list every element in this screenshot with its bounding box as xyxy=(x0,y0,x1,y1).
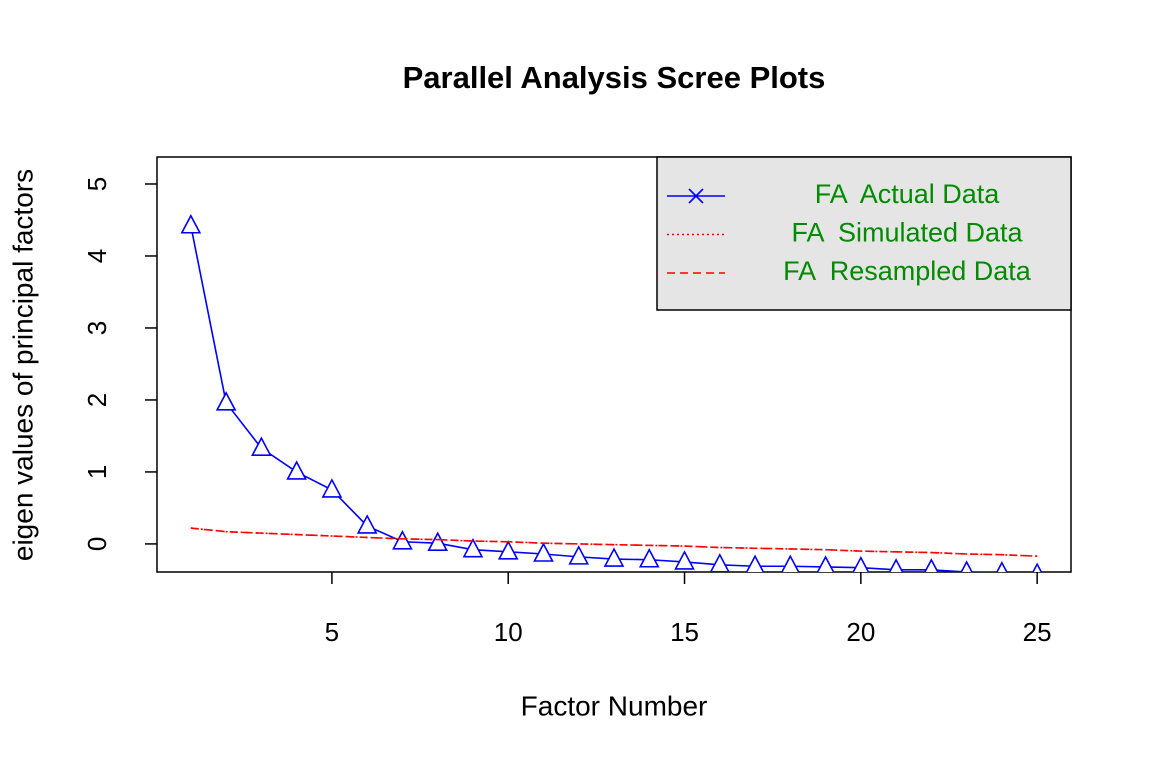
legend-label: FA Actual Data xyxy=(815,179,1001,209)
data-point xyxy=(852,555,870,572)
data-point xyxy=(674,550,695,570)
y-tick-label: 5 xyxy=(82,177,112,191)
data-point xyxy=(638,548,660,568)
plot-frame xyxy=(156,156,1072,573)
y-tick-label: 3 xyxy=(82,321,112,335)
y-tick-label: 4 xyxy=(82,249,112,263)
data-point xyxy=(745,554,765,572)
legend-label: FA Simulated Data xyxy=(791,218,1023,248)
y-tick-label: 0 xyxy=(82,537,112,551)
x-tick-label: 5 xyxy=(325,617,339,647)
x-tick-label: 25 xyxy=(1023,617,1052,647)
y-axis-label: eigen values of principal factors xyxy=(7,169,38,561)
data-point xyxy=(816,555,835,572)
series-line xyxy=(190,527,1038,557)
data-point xyxy=(321,478,343,498)
x-tick-label: 15 xyxy=(670,617,699,647)
data-point xyxy=(180,214,202,234)
data-point xyxy=(392,530,413,550)
data-point xyxy=(781,554,800,572)
chart-title: Parallel Analysis Scree Plots xyxy=(403,60,826,95)
legend-label: FA Resampled Data xyxy=(783,256,1032,286)
data-point xyxy=(1032,562,1043,572)
data-point xyxy=(709,553,730,572)
data-point xyxy=(603,547,625,567)
data-point xyxy=(924,558,939,572)
data-point xyxy=(356,514,378,534)
data-point xyxy=(286,460,307,480)
x-tick-label: 20 xyxy=(846,617,875,647)
data-point xyxy=(996,561,1008,572)
x-tick-label: 10 xyxy=(494,617,523,647)
y-tick-label: 1 xyxy=(82,465,112,479)
legend-marker xyxy=(688,188,704,204)
y-tick-label: 2 xyxy=(82,393,112,407)
data-point xyxy=(533,542,554,562)
data-point xyxy=(497,540,519,560)
data-point xyxy=(960,560,973,572)
data-point xyxy=(427,531,449,552)
plot-area xyxy=(180,214,1043,572)
data-point xyxy=(462,537,484,558)
data-point xyxy=(888,558,904,572)
data-point xyxy=(568,545,590,565)
legend-box xyxy=(656,156,1072,311)
data-point xyxy=(251,436,272,456)
x-axis-label: Factor Number xyxy=(521,690,708,721)
data-point xyxy=(215,391,237,411)
